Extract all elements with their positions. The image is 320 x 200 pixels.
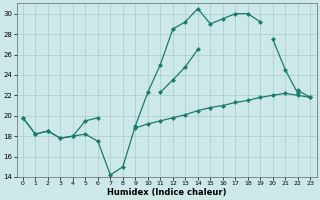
X-axis label: Humidex (Indice chaleur): Humidex (Indice chaleur) bbox=[107, 188, 226, 197]
